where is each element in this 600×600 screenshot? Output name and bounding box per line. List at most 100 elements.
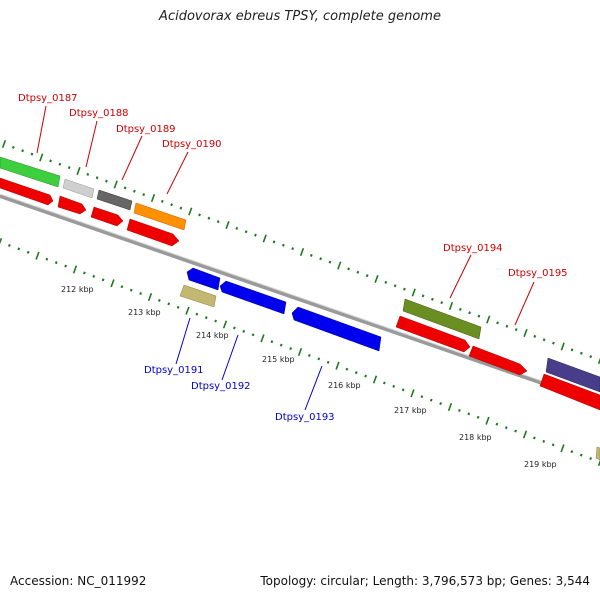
forward-gene-track bbox=[0, 156, 600, 393]
minor-tick bbox=[476, 415, 480, 419]
minor-tick bbox=[440, 301, 444, 305]
minor-tick bbox=[176, 305, 180, 309]
minor-tick bbox=[244, 230, 248, 234]
gene-label-Dtpsy_0188[interactable]: Dtpsy_0188 bbox=[69, 108, 129, 119]
major-tick bbox=[262, 234, 267, 243]
major-tick bbox=[597, 459, 600, 467]
gene-label-Dtpsy_0190[interactable]: Dtpsy_0190 bbox=[162, 139, 222, 150]
minor-tick bbox=[580, 351, 583, 355]
gene-label-Dtpsy_0187[interactable]: Dtpsy_0187 bbox=[18, 93, 78, 104]
major-tick bbox=[448, 301, 454, 311]
minor-tick bbox=[21, 149, 24, 153]
kbp-label: 216 kbp bbox=[328, 381, 361, 390]
major-tick bbox=[560, 342, 565, 351]
gene-Dtpsy_0194-shape[interactable] bbox=[402, 298, 482, 340]
minor-tick bbox=[458, 307, 462, 311]
gene-tan-shape[interactable] bbox=[595, 446, 600, 461]
minor-tick bbox=[345, 367, 349, 371]
gene-label-Dtpsy_0191[interactable]: Dtpsy_0191 bbox=[144, 365, 204, 376]
minor-tick bbox=[142, 193, 146, 197]
minor-tick bbox=[30, 152, 34, 156]
minor-tick bbox=[95, 176, 99, 180]
minor-tick bbox=[317, 357, 321, 361]
minor-tick bbox=[179, 206, 183, 210]
gene-label-Dtpsy_0193[interactable]: Dtpsy_0193 bbox=[275, 412, 335, 423]
minor-tick bbox=[542, 439, 546, 443]
gene-blue-shape[interactable] bbox=[186, 267, 221, 291]
gene-Dtpsy_0191-shape[interactable] bbox=[179, 284, 217, 308]
minor-tick bbox=[207, 216, 211, 220]
kbp-label: 212 kbp bbox=[61, 285, 94, 294]
minor-tick bbox=[120, 285, 124, 289]
major-tick bbox=[113, 180, 118, 189]
inner-tick-track bbox=[0, 237, 600, 467]
major-tick bbox=[411, 288, 416, 297]
minor-tick bbox=[514, 429, 517, 433]
gene-label-Dtpsy_0195[interactable]: Dtpsy_0195 bbox=[508, 268, 568, 279]
cds-feature[interactable] bbox=[395, 315, 471, 353]
gene-label-Dtpsy_0192[interactable]: Dtpsy_0192 bbox=[191, 381, 251, 392]
gene-label-Dtpsy_0189[interactable]: Dtpsy_0189 bbox=[116, 124, 176, 135]
minor-tick bbox=[101, 278, 105, 282]
minor-tick bbox=[133, 189, 136, 193]
minor-tick bbox=[11, 145, 15, 149]
major-tick bbox=[522, 430, 528, 439]
cds-feature[interactable] bbox=[468, 345, 528, 376]
major-tick bbox=[1, 139, 7, 149]
major-tick bbox=[523, 328, 528, 338]
minor-tick bbox=[552, 341, 555, 345]
minor-tick bbox=[439, 402, 442, 406]
cds-track bbox=[0, 177, 600, 411]
gene-Dtpsy_0190-shape[interactable] bbox=[133, 202, 187, 231]
major-tick bbox=[147, 292, 153, 302]
major-tick bbox=[374, 274, 379, 284]
kbp-label: 213 kbp bbox=[128, 308, 161, 317]
minor-tick bbox=[504, 426, 508, 430]
major-tick bbox=[597, 357, 600, 365]
cds-feature[interactable] bbox=[0, 177, 54, 206]
minor-tick bbox=[45, 257, 49, 261]
major-tick bbox=[447, 402, 453, 412]
minor-tick bbox=[17, 247, 21, 251]
major-tick bbox=[39, 153, 44, 162]
minor-tick bbox=[270, 340, 274, 344]
minor-tick bbox=[160, 199, 164, 203]
minor-tick bbox=[383, 381, 386, 385]
minor-tick bbox=[49, 159, 52, 163]
minor-tick bbox=[579, 453, 583, 457]
minor-tick bbox=[92, 274, 96, 278]
gene-dark-purple-shape[interactable] bbox=[545, 357, 600, 393]
minor-tick bbox=[123, 186, 127, 190]
cds-feature[interactable] bbox=[126, 218, 180, 247]
cds-feature[interactable] bbox=[539, 373, 600, 411]
minor-tick bbox=[514, 328, 518, 332]
minor-tick bbox=[505, 324, 509, 328]
minor-tick bbox=[309, 253, 313, 257]
gene-Dtpsy_0188-shape[interactable] bbox=[62, 178, 95, 199]
minor-tick bbox=[86, 172, 90, 176]
gene-Dtpsy_0189-shape[interactable] bbox=[96, 189, 133, 211]
major-tick bbox=[372, 375, 378, 384]
minor-tick bbox=[251, 333, 255, 337]
major-tick bbox=[72, 265, 78, 274]
minor-tick bbox=[328, 260, 332, 264]
label-leaders bbox=[36, 105, 535, 411]
reverse-gene-track bbox=[179, 267, 600, 461]
cds-feature[interactable] bbox=[57, 195, 87, 215]
minor-tick bbox=[242, 329, 246, 333]
gene-label-Dtpsy_0194[interactable]: Dtpsy_0194 bbox=[443, 243, 503, 254]
major-tick bbox=[410, 389, 415, 398]
gene-Dtpsy_0187-shape[interactable] bbox=[0, 156, 61, 188]
gene-Dtpsy_0193-shape[interactable] bbox=[291, 306, 382, 352]
major-tick bbox=[225, 220, 230, 230]
minor-tick bbox=[589, 457, 592, 461]
minor-tick bbox=[291, 247, 295, 251]
minor-tick bbox=[533, 334, 537, 338]
minor-tick bbox=[347, 267, 350, 271]
minor-tick bbox=[365, 274, 369, 278]
gene-Dtpsy_0192-shape[interactable] bbox=[219, 280, 287, 315]
cds-feature[interactable] bbox=[90, 206, 124, 227]
minor-tick bbox=[64, 264, 67, 268]
minor-tick bbox=[254, 233, 257, 237]
